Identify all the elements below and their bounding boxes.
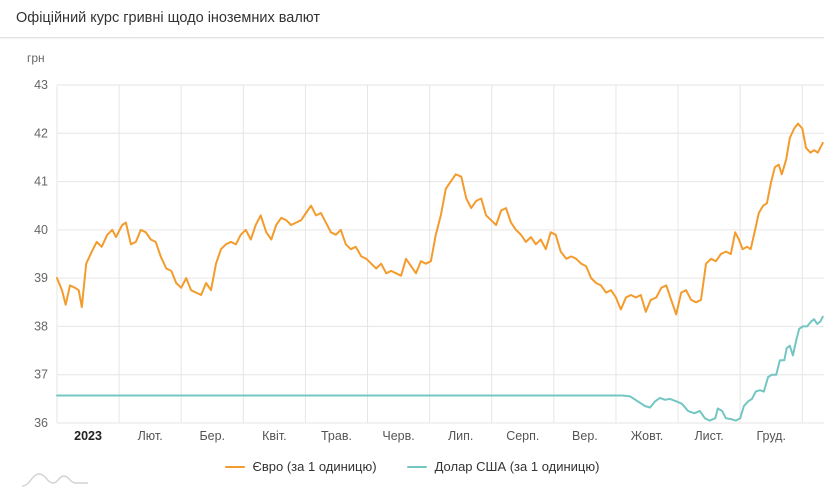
y-axis-unit-label: грн <box>27 51 45 65</box>
y-tick-label: 38 <box>34 319 48 333</box>
watermark-sparkline-icon <box>21 473 88 487</box>
euro-line-marker-icon <box>224 465 245 468</box>
x-month-label: Черв. <box>382 429 414 443</box>
x-month-label: Груд. <box>756 429 785 443</box>
x-month-label: Квіт. <box>262 429 287 443</box>
legend-item-usd[interactable]: Долар США (за 1 одиницю) <box>406 459 600 474</box>
y-tick-label: 39 <box>34 271 48 285</box>
x-month-label: Бер. <box>199 429 225 443</box>
x-month-label: Вер. <box>572 429 598 443</box>
y-tick-label: 37 <box>34 368 48 382</box>
y-tick-label: 40 <box>34 223 48 237</box>
page-title: Офіційний курс гривні щодо іноземних вал… <box>16 10 321 26</box>
legend-label-usd: Долар США (за 1 одиницю) <box>434 459 600 474</box>
x-month-label: Лип. <box>448 429 473 443</box>
exchange-rate-chart[interactable]: 36 37 38 39 40 41 42 43 2023 Лют. Бер. Квіт. Трав. Че… <box>0 0 824 454</box>
x-month-label: Лют. <box>138 429 163 443</box>
y-tick-label: 43 <box>34 78 48 92</box>
legend-item-euro[interactable]: Євро (за 1 одиницю) <box>224 459 377 474</box>
y-tick-label: 41 <box>34 175 48 189</box>
x-month-label: Лист. <box>694 429 723 443</box>
x-month-label: Серп. <box>506 429 539 443</box>
chart-header: Офіційний курс гривні щодо іноземних вал… <box>0 0 824 38</box>
chart-legend: Євро (за 1 одиницю) Долар США (за 1 один… <box>0 459 824 474</box>
usd-series-line <box>56 315 824 422</box>
x-month-label: Жовт. <box>631 429 664 443</box>
y-tick-label: 42 <box>34 126 48 140</box>
legend-label-euro: Євро (за 1 одиницю) <box>252 459 377 474</box>
x-month-label: 2023 <box>74 429 102 443</box>
usd-line-marker-icon <box>406 465 427 468</box>
x-month-label: Трав. <box>321 429 352 443</box>
y-tick-label: 36 <box>34 416 48 430</box>
euro-series-line <box>56 122 824 316</box>
